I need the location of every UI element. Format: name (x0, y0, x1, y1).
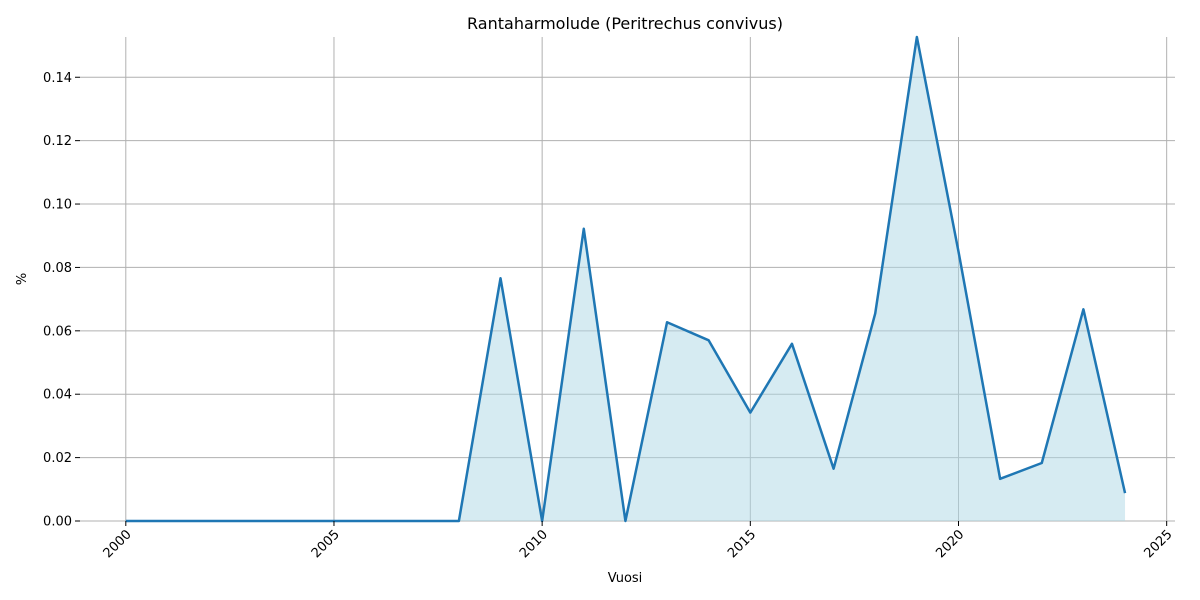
y-tick-label: 0.02 (43, 451, 72, 466)
y-tick-label: 0.08 (43, 261, 72, 276)
data-point (167, 521, 168, 522)
data-point (791, 343, 792, 344)
data-point (500, 278, 501, 279)
y-tick-label: 0.06 (43, 324, 72, 339)
grid-lines (80, 37, 1175, 522)
y-tick-label: 0.14 (43, 71, 72, 86)
series-line (125, 35, 1127, 523)
data-point (875, 313, 876, 314)
chart-title: Rantaharmolude (Peritrechus convivus) (467, 14, 783, 33)
y-tick-label: 0.04 (43, 388, 72, 403)
data-point (916, 37, 917, 38)
data-point (1041, 462, 1042, 463)
x-tick-label: 2025 (1141, 527, 1175, 561)
area-fill (125, 37, 1126, 521)
data-point (209, 521, 210, 522)
data-point (708, 340, 709, 341)
y-tick-label: 0.10 (43, 198, 72, 213)
data-point (458, 521, 459, 522)
data-point (292, 521, 293, 522)
data-point (625, 521, 626, 522)
data-point (1125, 493, 1126, 494)
data-point (250, 521, 251, 522)
y-tick-label: 0.12 (43, 134, 72, 149)
data-point (417, 521, 418, 522)
x-tick-label: 2005 (309, 527, 343, 561)
data-point (958, 251, 959, 252)
x-tick-label: 2015 (725, 527, 759, 561)
y-axis-label: % (15, 273, 30, 285)
data-point (1083, 309, 1084, 310)
data-point (375, 521, 376, 522)
data-point (833, 468, 834, 469)
y-axis-ticks: 0.00 0.02 0.04 0.06 0.08 0.10 0.12 0.14 (43, 71, 80, 530)
y-tick-label: 0.00 (43, 515, 72, 530)
x-tick-label: 2020 (933, 527, 967, 561)
x-tick-label: 2000 (101, 527, 135, 561)
data-point (667, 322, 668, 323)
data-point (750, 412, 751, 413)
x-tick-label: 2010 (517, 527, 551, 561)
x-axis-ticks: 2000 2005 2010 2015 2020 2025 (101, 521, 1176, 561)
x-axis-label: Vuosi (608, 571, 643, 586)
data-point (1000, 478, 1001, 479)
data-point (583, 228, 584, 229)
